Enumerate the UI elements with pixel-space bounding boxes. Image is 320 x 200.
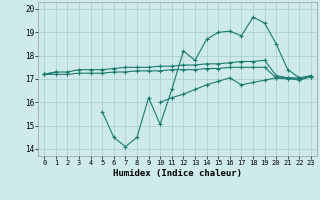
X-axis label: Humidex (Indice chaleur): Humidex (Indice chaleur)	[113, 169, 242, 178]
